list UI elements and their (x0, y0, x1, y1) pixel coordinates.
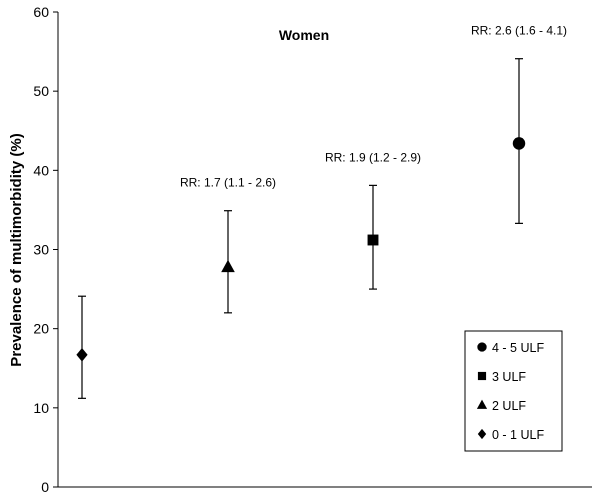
legend: 4 - 5 ULF 3 ULF 2 ULF 0 - 1 ULF (464, 330, 563, 452)
chart-title: Women (279, 27, 329, 43)
data-point-group: RR: 1.9 (1.2 - 2.9) (325, 150, 421, 290)
y-tick-label: 40 (33, 162, 49, 178)
y-axis-label: Prevalence of multimorbidity (%) (8, 133, 25, 366)
y-tick-label: 50 (33, 83, 49, 99)
y-tick-label: 60 (33, 4, 49, 20)
diamond-marker (76, 347, 88, 362)
legend-circle-icon (477, 342, 487, 352)
y-tick-label: 30 (33, 242, 49, 258)
rr-annotation: RR: 2.6 (1.6 - 4.1) (471, 24, 567, 38)
y-tick-label: 10 (33, 400, 49, 416)
rr-annotation: RR: 1.9 (1.2 - 2.9) (325, 150, 421, 164)
triangle-marker (221, 259, 235, 273)
legend-diamond-icon (477, 428, 487, 440)
square-marker (367, 234, 379, 246)
legend-label: 0 - 1 ULF (492, 428, 544, 442)
axes: 0 10 20 30 40 50 60 (33, 4, 592, 495)
legend-label: 4 - 5 ULF (492, 341, 544, 355)
y-tick-label: 20 (33, 321, 49, 337)
circle-marker (512, 137, 526, 150)
data-point-group: RR: 1.7 (1.1 - 2.6) (180, 176, 276, 314)
legend-label: 3 ULF (492, 370, 526, 384)
data-point-group: RR: 2.6 (1.6 - 4.1) (471, 24, 567, 224)
legend-label: 2 ULF (492, 399, 526, 413)
data-point-group (76, 295, 88, 399)
data-marks: RR: 1.7 (1.1 - 2.6) RR: 1.9 (1.2 - 2.9) RR… (76, 24, 567, 399)
legend-triangle-icon (476, 399, 488, 409)
rr-annotation: RR: 1.7 (1.1 - 2.6) (180, 176, 276, 190)
legend-square-icon (477, 371, 487, 381)
y-tick-label: 0 (41, 479, 49, 495)
